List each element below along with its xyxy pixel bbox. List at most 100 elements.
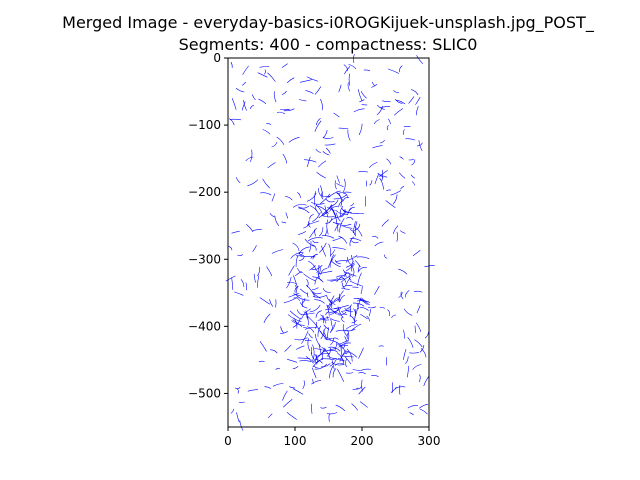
- contour-segment: [306, 284, 316, 298]
- contour-segment: [379, 170, 388, 177]
- contour-segment: [231, 277, 234, 290]
- contour-segment: [293, 293, 302, 297]
- contour-segment: [337, 352, 344, 365]
- contour-segment: [282, 153, 288, 164]
- contour-segment: [347, 82, 351, 92]
- contour-segment: [310, 352, 316, 362]
- contour-segment: [315, 148, 321, 153]
- contour-segment: [332, 237, 343, 241]
- contour-segment: [399, 384, 401, 395]
- contour-segment: [269, 213, 275, 218]
- contour-segment: [311, 291, 322, 295]
- contour-segment: [330, 338, 334, 346]
- contour-segment: [276, 136, 285, 145]
- contour-segment: [331, 261, 341, 267]
- contour-segment: [332, 222, 343, 225]
- contour-segment: [309, 265, 316, 271]
- contour-segment: [288, 265, 295, 276]
- contour-segment: [346, 263, 355, 272]
- contour-segment: [423, 376, 429, 387]
- contour-segment: [344, 307, 353, 313]
- contour-segment: [326, 347, 331, 357]
- contour-segment: [346, 333, 349, 339]
- contour-segment: [246, 224, 254, 233]
- contour-segment: [342, 284, 353, 288]
- contour-segment: [416, 55, 423, 64]
- contour-segment: [295, 285, 297, 294]
- contour-segment: [339, 218, 345, 233]
- x-tick-label: 300: [418, 434, 441, 448]
- contour-segment: [281, 91, 287, 95]
- contour-segment: [400, 186, 404, 190]
- contour-segment: [326, 147, 331, 154]
- contour-segment: [301, 330, 309, 344]
- contour-segment: [305, 90, 314, 94]
- contour-segment: [360, 368, 371, 371]
- contour-segment: [410, 174, 415, 179]
- contour-segment: [304, 339, 312, 342]
- contour-segment: [262, 129, 271, 135]
- contour-segment: [316, 205, 329, 214]
- contour-segment: [322, 314, 327, 324]
- contour-segment: [358, 123, 363, 135]
- contour-segment: [317, 325, 321, 337]
- contour-segment: [404, 290, 410, 298]
- contour-segment: [298, 256, 305, 261]
- contour-segment: [295, 255, 299, 267]
- contour-segment: [288, 136, 300, 143]
- contour-segment: [249, 105, 254, 110]
- contour-segment: [271, 249, 284, 254]
- contour-segment: [294, 337, 308, 341]
- contour-segment: [333, 194, 347, 200]
- contour-segment: [316, 172, 326, 179]
- contour-segment: [231, 230, 240, 234]
- contour-segment: [296, 345, 305, 350]
- contour-segment: [407, 405, 418, 409]
- contour-segment: [298, 246, 310, 255]
- contour-segment: [386, 125, 389, 131]
- contour-segment: [266, 266, 273, 277]
- contour-segment: [312, 378, 314, 384]
- contour-segment: [332, 247, 346, 250]
- contour-segment: [344, 210, 358, 214]
- y-tick-label: −400: [188, 319, 221, 333]
- contour-segment: [333, 211, 337, 218]
- contour-segment: [351, 319, 357, 324]
- contour-segment: [400, 291, 404, 299]
- contour-segment: [419, 408, 428, 415]
- contour-segment: [354, 221, 358, 237]
- contour-segment: [287, 77, 295, 83]
- contour-segment: [347, 207, 353, 216]
- contour-segment: [382, 100, 391, 102]
- contour-segment: [340, 345, 343, 356]
- contour-segment: [363, 69, 371, 71]
- x-tick-label: 200: [351, 434, 374, 448]
- contour-segment: [241, 101, 246, 111]
- contour-segment: [326, 305, 330, 316]
- contour-segment: [297, 309, 303, 316]
- contour-segment: [264, 386, 272, 389]
- contour-segment: [280, 331, 288, 334]
- contour-segment: [298, 231, 306, 235]
- contour-segment: [420, 348, 427, 358]
- axes-frame: [227, 57, 430, 428]
- contour-segment: [343, 178, 346, 193]
- contour-segment: [330, 322, 336, 333]
- contour-segment: [264, 69, 266, 75]
- plot-area: [225, 54, 435, 431]
- contour-segment: [263, 313, 271, 323]
- contour-segment: [374, 286, 380, 295]
- contour-segment: [314, 120, 322, 132]
- contour-segment: [314, 275, 320, 285]
- contour-segment: [322, 195, 331, 197]
- contour-segment: [320, 185, 323, 198]
- contour-segment: [297, 268, 303, 273]
- contour-segment: [411, 159, 416, 166]
- contour-segment: [333, 297, 339, 302]
- contour-segment: [414, 339, 423, 348]
- contour-segment: [371, 375, 379, 377]
- contour-segment: [298, 99, 307, 102]
- contour-segment: [379, 140, 385, 144]
- contour-segment: [315, 310, 322, 318]
- y-tick-label: −300: [188, 252, 221, 266]
